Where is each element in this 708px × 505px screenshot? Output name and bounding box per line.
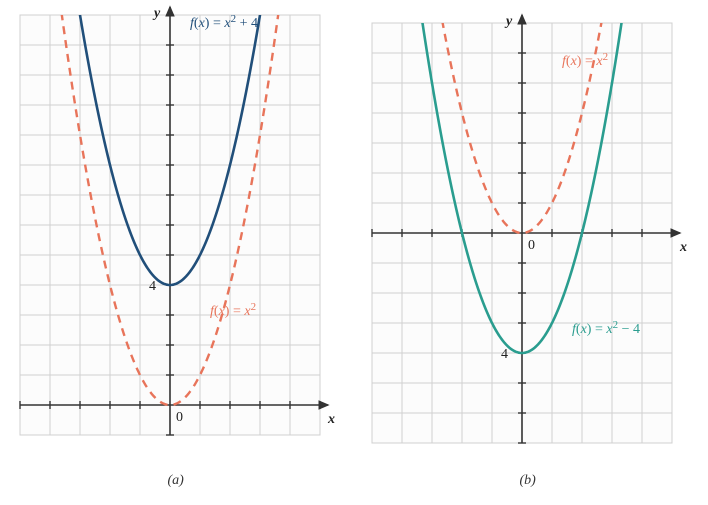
chart-panel-a: 0 4 x y f(x) = x2 f(x) = x2 + 4	[10, 5, 345, 455]
chart-svg-a: 0 4 x y f(x) = x2 f(x) = x2 + 4	[10, 5, 345, 455]
y-mark-label: 4	[149, 279, 156, 294]
panel-caption-b: (b)	[520, 473, 536, 489]
origin-label: 0	[528, 238, 535, 253]
curve-label-base: f(x) = x2	[210, 301, 256, 319]
y-axis-label: y	[504, 14, 513, 29]
panel-caption-a: (a)	[168, 473, 184, 489]
curve-label-shifted: f(x) = x2 + 4	[190, 13, 258, 31]
y-axis-label: y	[152, 6, 161, 21]
curve-label-base: f(x) = x2	[562, 51, 608, 69]
origin-label: 0	[176, 410, 183, 425]
y-mark-label: 4	[501, 347, 508, 362]
x-axis-label: x	[327, 412, 335, 427]
x-axis-label: x	[679, 240, 687, 255]
curve-label-shifted: f(x) = x2 − 4	[572, 319, 640, 337]
chart-svg-b: 0 4 x y f(x) = x2 f(x) = x2 − 4	[362, 5, 697, 455]
chart-panel-b: 0 4 x y f(x) = x2 f(x) = x2 − 4	[362, 5, 697, 455]
